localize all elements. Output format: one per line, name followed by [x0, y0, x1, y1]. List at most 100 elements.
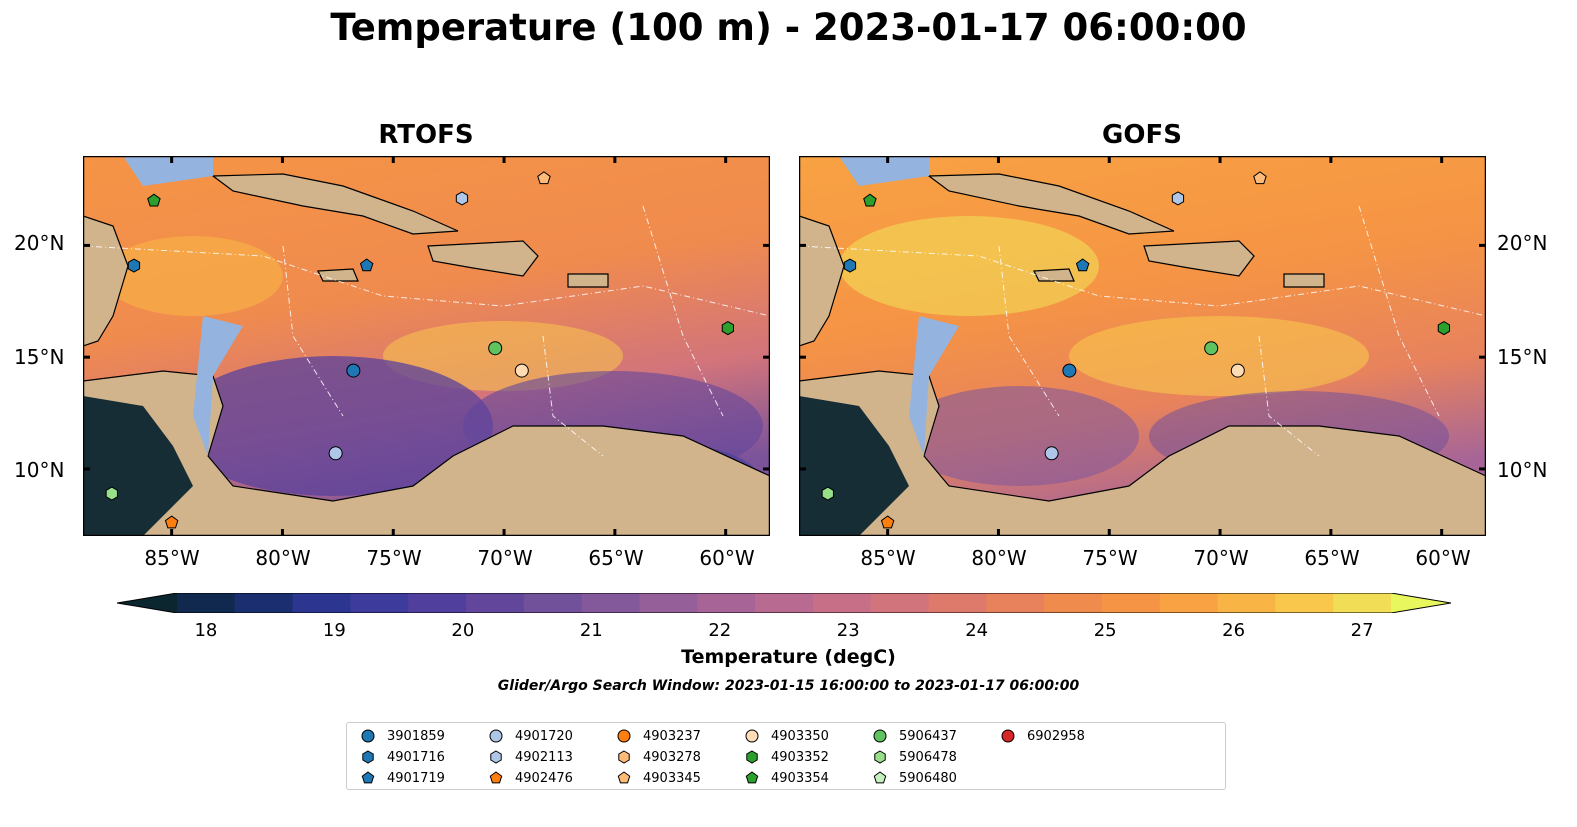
legend-label: 4903354: [771, 770, 829, 786]
legend-marker-circle: [617, 729, 631, 743]
legend-symbol: [1001, 729, 1015, 743]
lon-label-60w-rtofs: 60°W: [699, 546, 755, 570]
colorbar-tick-label: 18: [194, 620, 218, 641]
legend-marker-hexagon: [618, 750, 630, 764]
legend-label: 4903237: [643, 728, 701, 744]
legend-marker-hexagon: [874, 750, 886, 764]
legend-symbol: [873, 771, 887, 784]
legend-item-4902113: 4902113: [487, 748, 573, 766]
colorbar-bin: [350, 593, 409, 613]
lon-label-70w-gofs: 70°W: [1193, 546, 1249, 570]
legend-marker-circle: [361, 729, 375, 743]
legend-label: 4901720: [515, 728, 573, 744]
colorbar-extend-high: [1391, 593, 1451, 613]
rtofs-float-markers: [105, 171, 735, 529]
float-marker-5906437: [488, 341, 503, 356]
float-marker-4902113: [455, 191, 469, 206]
legend-label: 4903352: [771, 749, 829, 765]
float-marker-5906478: [821, 486, 834, 501]
colorbar-bin: [755, 593, 814, 613]
legend-symbol: [361, 771, 375, 784]
legend-item-4903352: 4903352: [743, 748, 829, 766]
float-marker-3901859: [1062, 363, 1077, 378]
float-marker-5906478: [105, 486, 118, 501]
colorbar-bin: [466, 593, 525, 613]
rtofs-eez-lines: [83, 205, 770, 457]
float-marker-4903350: [514, 363, 529, 378]
legend-item-5906480: 5906480: [871, 769, 957, 787]
float-legend: 3901859 4901716 4901719 4901720 4902113 49024…: [346, 722, 1226, 790]
colorbar-bin: [177, 593, 236, 613]
legend-symbol: [362, 750, 374, 764]
legend-symbol: [618, 750, 630, 764]
legend-item-4903354: 4903354: [743, 769, 829, 787]
legend-label: 4901716: [387, 749, 445, 765]
temperature-colorbar: [117, 593, 1451, 613]
gofs-float-markers: [821, 171, 1451, 529]
legend-label: 6902958: [1027, 728, 1085, 744]
lat-label-20n-right: 20°N: [1497, 231, 1548, 255]
colorbar-bin: [523, 593, 583, 613]
colorbar-bin: [639, 593, 698, 613]
lon-label-60w-gofs: 60°W: [1415, 546, 1471, 570]
legend-item-4902476: 4902476: [487, 769, 573, 787]
colorbar-tick-label: 25: [1093, 620, 1117, 641]
legend-symbol: [745, 771, 759, 784]
float-marker-3901859: [346, 363, 361, 378]
colorbar-tick-label: 21: [579, 620, 603, 641]
gofs-eez-lines: [799, 205, 1486, 457]
float-marker-4902476: [164, 515, 179, 529]
legend-marker-circle: [873, 729, 887, 743]
float-marker-4901720: [1044, 446, 1059, 461]
legend-label: 4903350: [771, 728, 829, 744]
colorbar-tick-label: 20: [451, 620, 475, 641]
float-marker-4903352: [1437, 321, 1451, 336]
gofs-shelf-water: [839, 156, 959, 456]
colorbar-tick-label: 22: [708, 620, 732, 641]
colorbar-tick-label: 26: [1222, 620, 1246, 641]
lat-label-20n-left: 20°N: [14, 231, 65, 255]
gofs-land: [799, 173, 1486, 536]
lon-label-65w-rtofs: 65°W: [588, 546, 644, 570]
colorbar-tick-label: 27: [1350, 620, 1374, 641]
colorbar-bin: [1159, 593, 1219, 613]
lon-label-80w-gofs: 80°W: [971, 546, 1027, 570]
legend-label: 4901719: [387, 770, 445, 786]
gofs-map: [799, 156, 1486, 536]
colorbar-tick-label: 24: [965, 620, 989, 641]
panel-title-rtofs: RTOFS: [378, 120, 474, 150]
colorbar-label: Temperature (degC): [681, 646, 896, 668]
legend-item-5906478: 5906478: [871, 748, 957, 766]
colorbar-bin: [234, 593, 294, 613]
legend-label: 3901859: [387, 728, 445, 744]
legend-symbol: [617, 771, 631, 784]
legend-marker-hexagon: [362, 750, 374, 764]
legend-marker-pentagon: [489, 771, 503, 784]
colorbar-tick-label: 19: [322, 620, 346, 641]
colorbar-bin: [1275, 593, 1334, 613]
colorbar-tick-label: 23: [836, 620, 860, 641]
lat-label-15n-left: 15°N: [14, 345, 65, 369]
lat-label-15n-right: 15°N: [1497, 345, 1548, 369]
colorbar-bin: [697, 593, 756, 613]
lon-label-75w-gofs: 75°W: [1082, 546, 1138, 570]
legend-label: 4902113: [515, 749, 573, 765]
lon-label-65w-gofs: 65°W: [1304, 546, 1360, 570]
lon-label-85w-rtofs: 85°W: [144, 546, 200, 570]
float-marker-4903354: [863, 193, 877, 207]
legend-item-4903350: 4903350: [743, 727, 829, 745]
colorbar-bin: [1217, 593, 1276, 613]
legend-label: 5906478: [899, 749, 957, 765]
legend-symbol: [489, 771, 503, 784]
legend-symbol: [874, 750, 886, 764]
legend-marker-hexagon: [490, 750, 502, 764]
rtofs-shelf-water: [123, 156, 243, 456]
legend-marker-pentagon: [745, 771, 759, 784]
lon-label-80w-rtofs: 80°W: [255, 546, 311, 570]
legend-marker-circle: [489, 729, 503, 743]
legend-symbol: [745, 729, 759, 743]
float-marker-4902113: [1171, 191, 1185, 206]
legend-marker-hexagon: [746, 750, 758, 764]
float-marker-4903354: [147, 193, 161, 207]
float-marker-4901716: [843, 258, 857, 273]
